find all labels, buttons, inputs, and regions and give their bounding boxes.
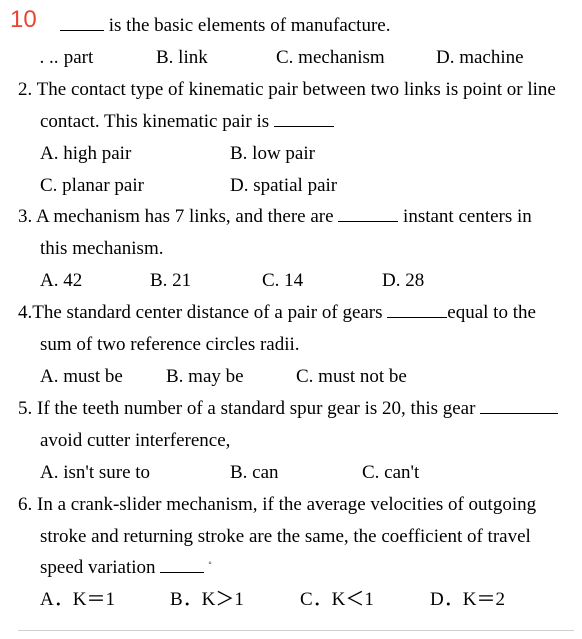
exam-content: is the basic elements of manufacture. . … <box>0 0 582 639</box>
q1-options: . .. part B. link C. mechanism D. machin… <box>18 42 574 74</box>
q4-line1: 4.The standard center distance of a pair… <box>18 297 574 329</box>
q3-text1a: A mechanism has 7 links, and there are <box>32 206 338 227</box>
q3-optD: D. 28 <box>382 265 424 297</box>
q4-line2: sum of two reference circles radii. <box>18 329 574 361</box>
q1-blank <box>60 14 104 31</box>
q5-text1: If the teeth number of a standard spur g… <box>32 398 480 419</box>
q1-optA-prefix: . .. <box>40 47 64 68</box>
q6-degree: ◦ <box>208 558 212 569</box>
q2-optB: B. low pair <box>230 138 315 170</box>
q6-optC: C．K＜1 <box>300 584 430 616</box>
q2-optA: A. high pair <box>40 138 230 170</box>
q3-text1b: instant centers in <box>398 206 532 227</box>
q4-num: 4. <box>18 302 32 323</box>
q3-num: 3. <box>18 206 32 227</box>
q6-line2: stroke and returning stroke are the same… <box>18 521 574 553</box>
q5-optA: A. isn't sure to <box>40 457 230 489</box>
q4-options: A. must be B. may be C. must not be <box>18 361 574 393</box>
q1-stem: is the basic elements of manufacture. <box>18 10 574 42</box>
q3-line1: 3. A mechanism has 7 links, and there ar… <box>18 201 574 233</box>
q1-optB: B. link <box>156 42 276 74</box>
q4-optB: B. may be <box>166 361 296 393</box>
question-number-badge: 10 <box>6 6 45 34</box>
divider <box>18 630 574 631</box>
q6-optD: D．K＝2 <box>430 584 505 616</box>
q2-num: 2. <box>18 79 32 100</box>
q4-optA: A. must be <box>40 361 166 393</box>
q2-options-row2: C. planar pair D. spatial pair <box>18 170 574 202</box>
q3-options: A. 42 B. 21 C. 14 D. 28 <box>18 265 574 297</box>
q1-optA: part <box>64 47 94 68</box>
q5-num: 5. <box>18 398 32 419</box>
q6-text1: In a crank-slider mechanism, if the aver… <box>32 494 536 515</box>
q5-line2: avoid cutter interference, <box>18 425 574 457</box>
q4-optC: C. must not be <box>296 361 407 393</box>
q6-optB: B．K＞1 <box>170 584 300 616</box>
q4-blank <box>387 301 447 318</box>
q5-line1: 5. If the teeth number of a standard spu… <box>18 393 574 425</box>
q3-optC: C. 14 <box>262 265 382 297</box>
q2-blank <box>274 110 334 127</box>
q6-text3: speed variation <box>40 557 160 578</box>
q2-optD: D. spatial pair <box>230 170 337 202</box>
q3-optB: B. 21 <box>150 265 262 297</box>
q2-options-row1: A. high pair B. low pair <box>18 138 574 170</box>
q1-optC: C. mechanism <box>276 42 436 74</box>
q4-text1b: equal to the <box>447 302 536 323</box>
q3-line2: this mechanism. <box>18 233 574 265</box>
q6-num: 6. <box>18 494 32 515</box>
q4-text1a: The standard center distance of a pair o… <box>32 302 387 323</box>
q6-line1: 6. In a crank-slider mechanism, if the a… <box>18 489 574 521</box>
q2-line2: contact. This kinematic pair is <box>18 106 574 138</box>
q6-options: A．K＝1 B．K＞1 C．K＜1 D．K＝2 <box>18 584 574 616</box>
q6-line3: speed variation ◦ <box>18 552 574 584</box>
q2-text2: contact. This kinematic pair is <box>40 111 274 132</box>
q2-optC: C. planar pair <box>40 170 230 202</box>
q5-optC: C. can't <box>362 457 419 489</box>
q5-blank <box>480 397 558 414</box>
q2-line1: 2. The contact type of kinematic pair be… <box>18 74 574 106</box>
q2-text1: The contact type of kinematic pair betwe… <box>32 79 556 100</box>
q3-optA: A. 42 <box>40 265 150 297</box>
q3-blank <box>338 205 398 222</box>
q5-options: A. isn't sure to B. can C. can't <box>18 457 574 489</box>
q6-optA: A．K＝1 <box>40 584 170 616</box>
q1-stem-text: is the basic elements of manufacture. <box>104 15 390 36</box>
q5-optB: B. can <box>230 457 362 489</box>
q1-optD: D. machine <box>436 42 524 74</box>
q6-blank <box>160 556 204 573</box>
